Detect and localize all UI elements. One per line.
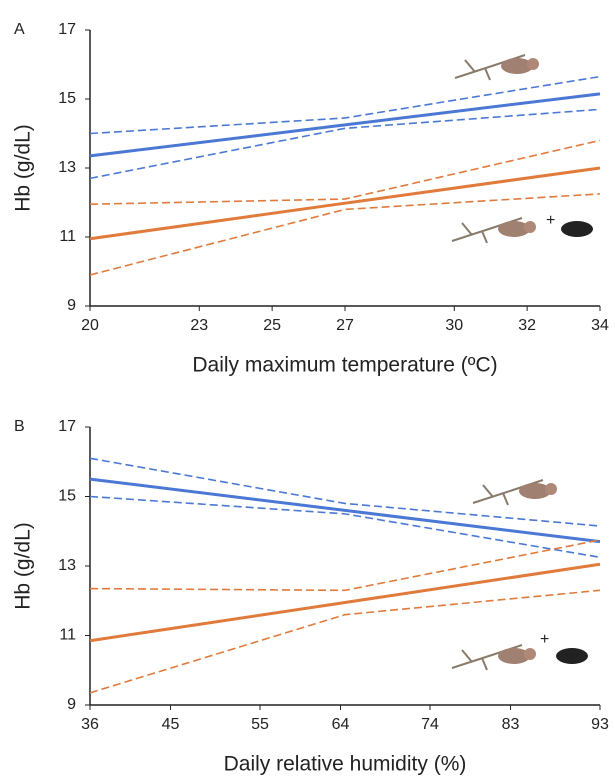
x-tick-label: 83 [502, 716, 520, 733]
x-tick-label: 32 [518, 317, 536, 334]
y-tick-label tick: 9 [67, 297, 76, 314]
x-tick-label: 93 [591, 716, 609, 733]
y-tick-label tick: 11 [59, 228, 76, 245]
ci-line [89, 193, 601, 276]
y-axis-label: Hb (g/dL) [12, 124, 35, 212]
x-tick-label: 23 [190, 317, 208, 334]
y-tick-label tick: 13 [58, 557, 76, 574]
ci-line [89, 495, 601, 559]
ci-line [89, 139, 601, 206]
y-tick-label tick: 13 [58, 159, 76, 176]
y-tick-label tick: 9 [67, 696, 76, 713]
y-axis-label: Hb (g/dL) [12, 522, 35, 610]
icon-lemur [454, 54, 539, 81]
x-tick-label: 64 [332, 716, 350, 733]
y-tick-label tick: 11 [59, 627, 76, 644]
x-axis-label: Daily maximum temperature (ºC) [192, 354, 497, 377]
x-tick-label: 36 [81, 716, 99, 733]
ci-line [89, 539, 601, 592]
x-tick-label: 74 [421, 716, 439, 733]
x-tick-label: 45 [162, 716, 180, 733]
x-axis-label: Daily relative humidity (%) [224, 753, 467, 776]
ci-line [89, 75, 601, 135]
x-tick-label: 27 [336, 317, 354, 334]
plus: + [546, 212, 555, 229]
fit-line [89, 166, 601, 241]
x-tick-label: 20 [81, 317, 99, 334]
y-tick-label tick: 15 [58, 488, 76, 505]
x-tick-label: 34 [591, 317, 609, 334]
ci-line [89, 589, 601, 694]
x-tick-label: 25 [263, 317, 281, 334]
y-tick-label tick: 15 [58, 90, 76, 107]
fit-line [89, 477, 601, 544]
ci-line [89, 108, 601, 180]
icon-lemur-with-tick: + [451, 212, 593, 244]
x-tick-label: 30 [445, 317, 463, 334]
fit-line [89, 562, 601, 643]
y-tick-label tick: 17 [58, 21, 76, 38]
panel-label: B [14, 418, 25, 435]
ci-line [89, 457, 601, 527]
fit-line [89, 92, 601, 158]
icon-lemur-with-tick: + [451, 631, 588, 671]
icon-lemur [472, 479, 557, 506]
y-tick-label tick: 17 [58, 418, 76, 435]
x-tick-label: 55 [251, 716, 269, 733]
plus: + [540, 631, 549, 648]
panel-label: A [14, 21, 25, 38]
